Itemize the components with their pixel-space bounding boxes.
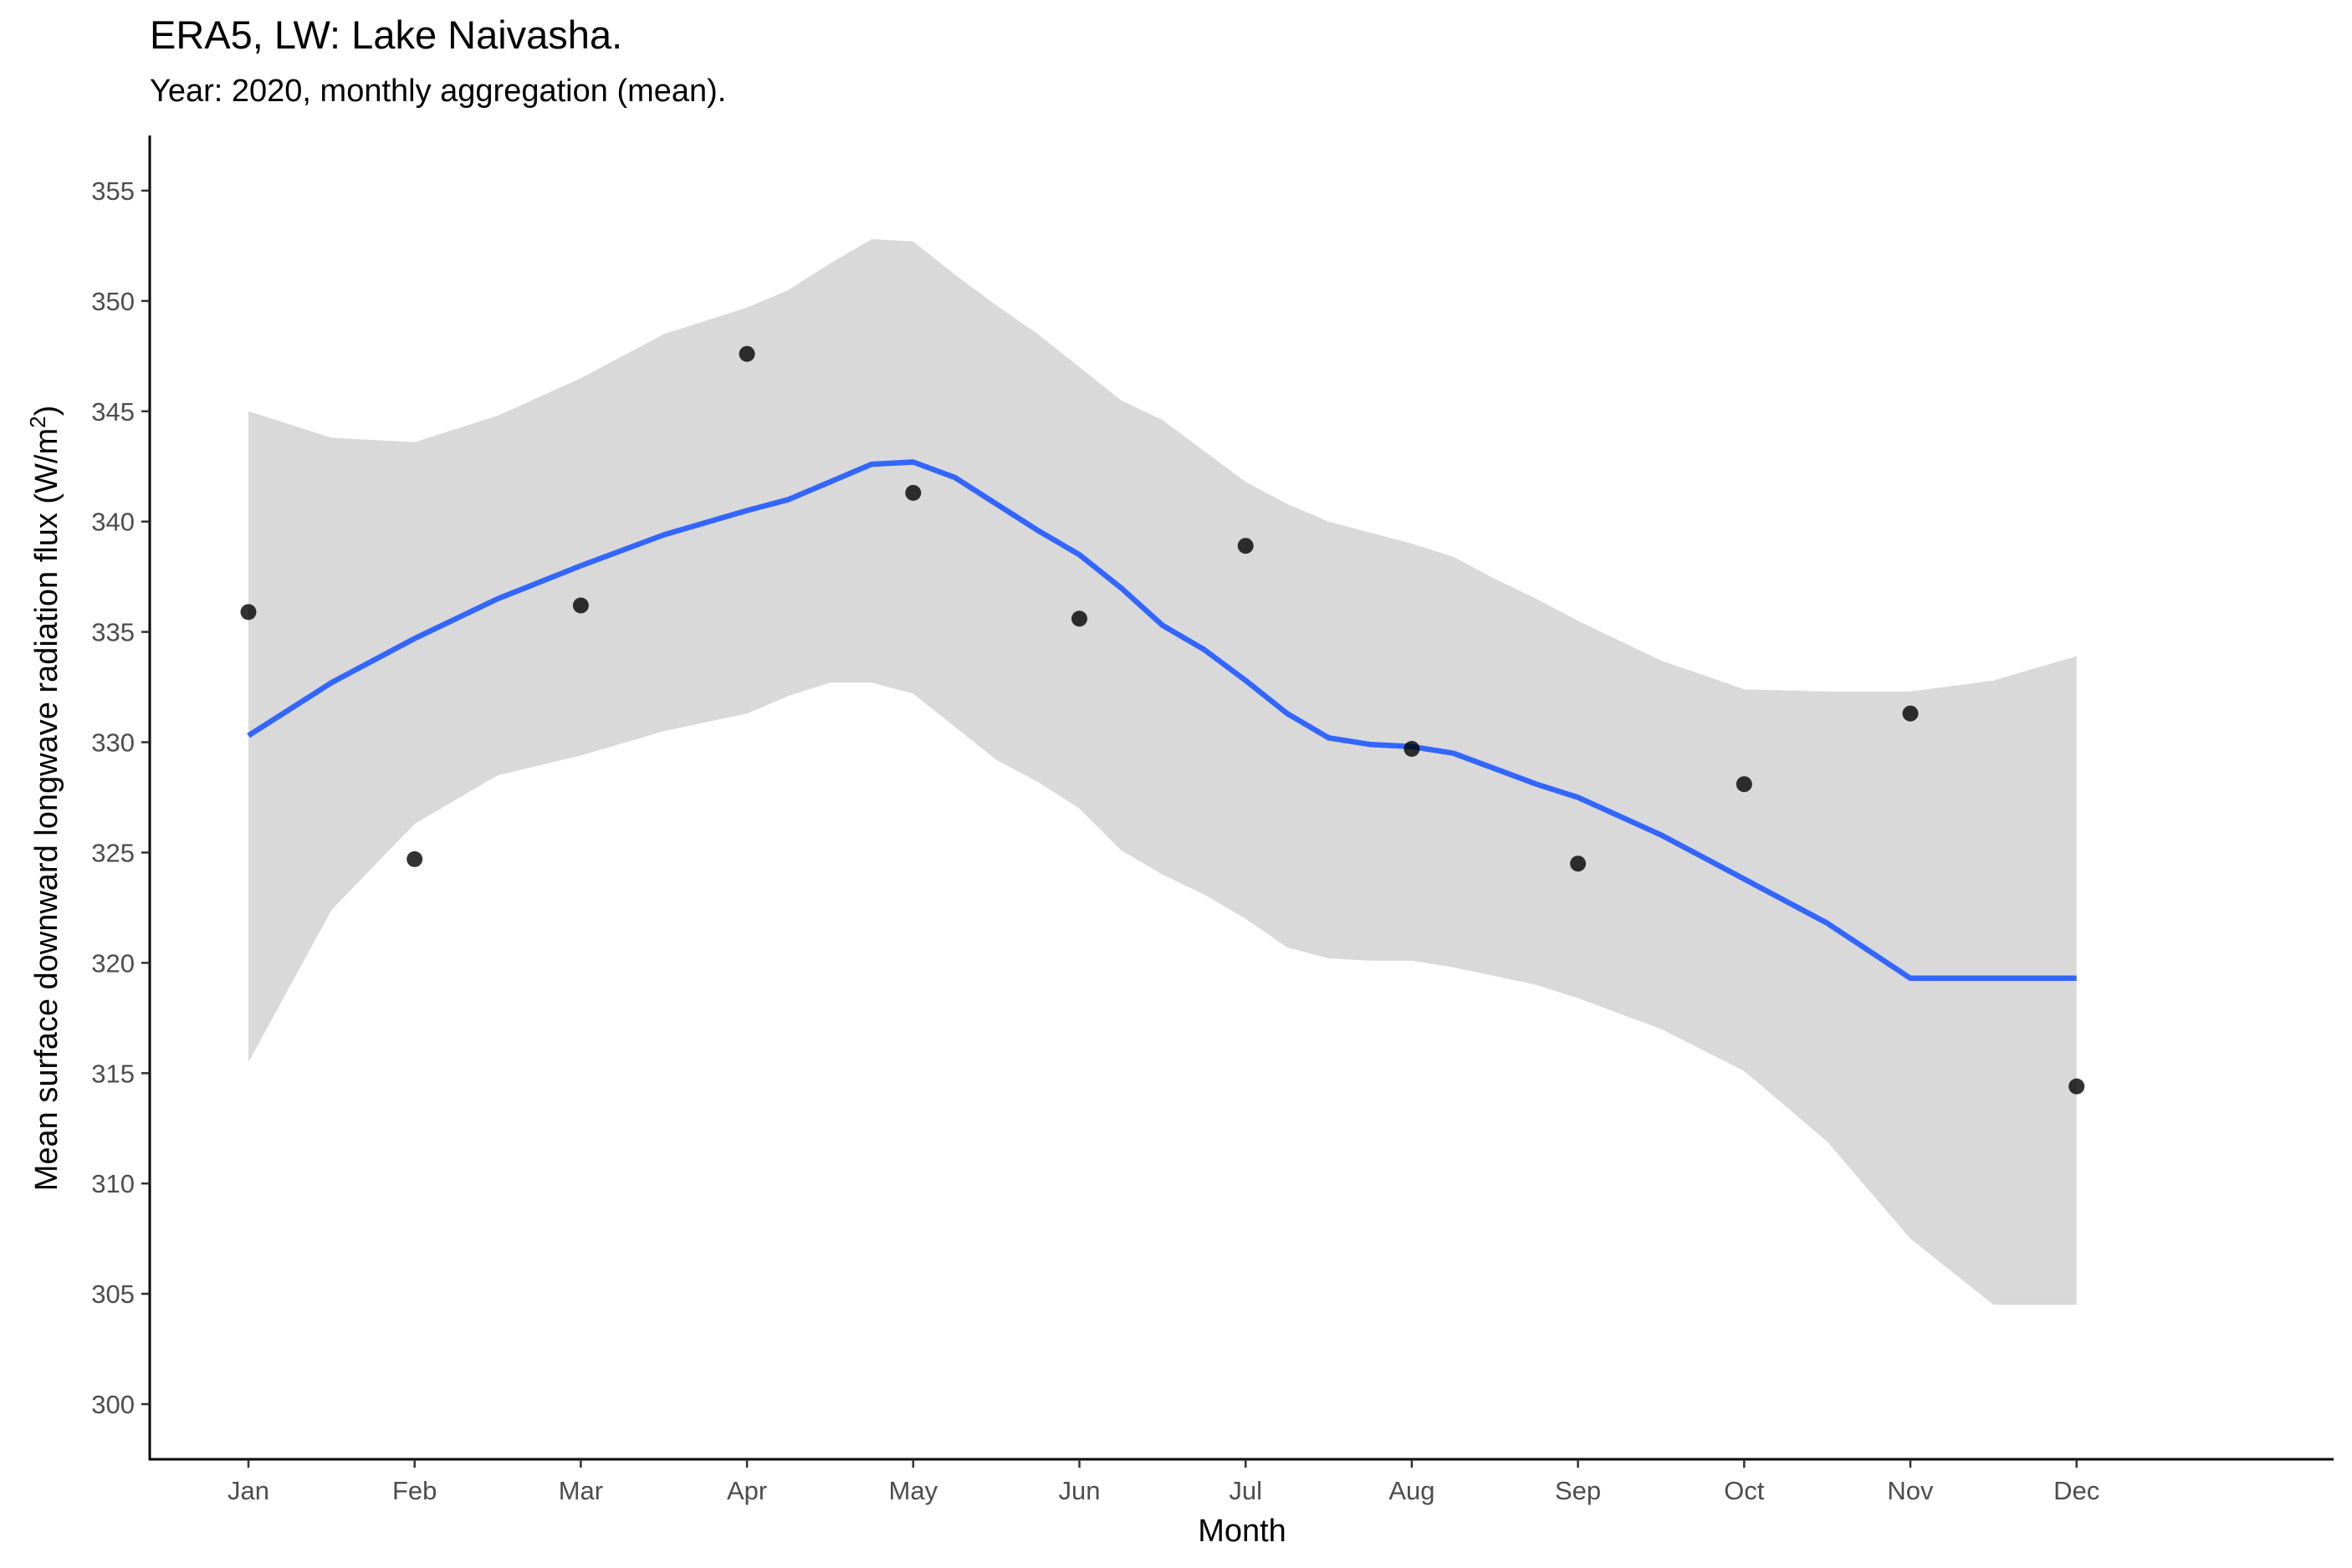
y-tick-label-350: 350 [91, 287, 135, 316]
smooth-trend-line [247, 459, 2077, 982]
y-axis-title-superscript: 2 [25, 416, 50, 427]
x-tick-label-nov: Nov [1887, 1476, 1934, 1505]
data-point-aug [1404, 741, 1420, 757]
y-tick-label-335: 335 [91, 618, 135, 647]
y-axis-title: Mean surface downward longwave radiation… [25, 406, 64, 1192]
data-point-dec [2068, 1078, 2085, 1095]
chart-subtitle: Year: 2020, monthly aggregation (mean). [150, 74, 727, 109]
y-tick-label-340: 340 [91, 508, 135, 537]
y-tick-label-305: 305 [91, 1279, 135, 1309]
y-tick-label-325: 325 [91, 838, 135, 867]
x-tick-label-jan: Jan [228, 1476, 269, 1505]
data-point-oct [1736, 776, 1752, 793]
axes: 300 305 310 315 320 325 330 335 340 345 350 355 Jan F… [91, 135, 2334, 1505]
data-point-jul [1237, 538, 1254, 554]
data-point-sep [1570, 856, 1587, 872]
x-tick-label-sep: Sep [1555, 1476, 1601, 1505]
x-tick-label-jun: Jun [1059, 1476, 1101, 1505]
y-axis-title-end: ) [29, 406, 64, 416]
confidence-band [248, 239, 2077, 1305]
y-tick-label-345: 345 [91, 397, 135, 426]
plot-area [240, 239, 2085, 1305]
x-tick-label-may: May [889, 1476, 938, 1505]
x-tick-label-dec: Dec [2053, 1476, 2099, 1505]
data-point-jun [1071, 610, 1087, 627]
y-tick-label-310: 310 [91, 1169, 135, 1198]
y-tick-label-300: 300 [91, 1390, 135, 1419]
data-point-nov [1902, 705, 1919, 722]
y-tick-label-330: 330 [91, 728, 135, 758]
x-tick-label-oct: Oct [1724, 1476, 1765, 1505]
data-point-apr [739, 345, 755, 362]
data-point-feb [406, 850, 423, 867]
chart-title: ERA5, LW: Lake Naivasha. [150, 13, 623, 57]
y-tick-label-320: 320 [91, 948, 135, 978]
y-axis-title-main: Mean surface downward longwave radiation… [29, 428, 64, 1191]
x-tick-label-jul: Jul [1229, 1476, 1262, 1505]
x-tick-label-mar: Mar [559, 1476, 603, 1505]
y-tick-label-315: 315 [91, 1059, 135, 1088]
data-point-jan [240, 604, 257, 621]
y-tick-label-355: 355 [91, 176, 135, 206]
x-tick-label-apr: Apr [727, 1476, 767, 1505]
x-tick-label-feb: Feb [392, 1476, 437, 1505]
data-point-may [905, 484, 922, 501]
x-axis-title: Month [1198, 1514, 1286, 1549]
data-point-mar [572, 597, 589, 614]
x-tick-label-aug: Aug [1388, 1476, 1434, 1505]
